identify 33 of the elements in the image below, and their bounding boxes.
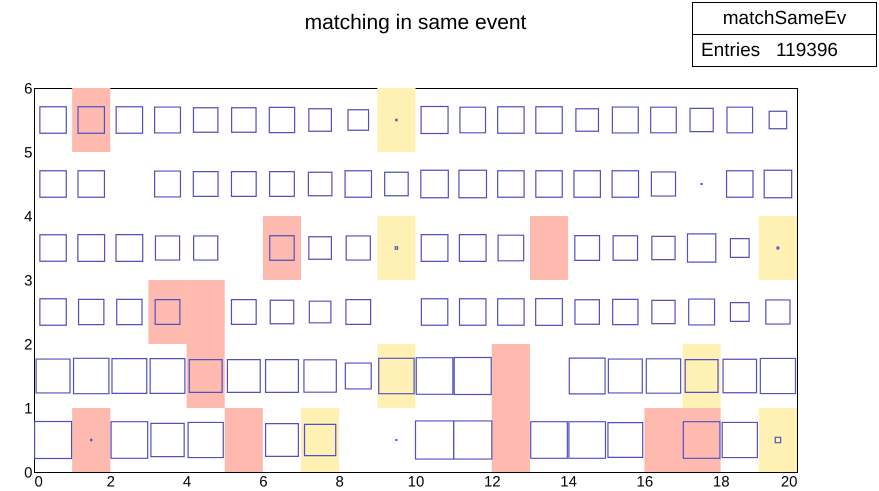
x-tick-label: 16 xyxy=(636,474,654,490)
bar xyxy=(72,408,110,472)
bar xyxy=(72,88,110,152)
x-tick-label: 14 xyxy=(560,474,577,490)
y-tick-label: 1 xyxy=(24,400,32,418)
bar xyxy=(758,216,797,280)
bar xyxy=(758,408,797,472)
y-tick-label: 5 xyxy=(24,144,32,162)
x-tick-label: 8 xyxy=(336,474,344,490)
y-tick-label: 6 xyxy=(24,80,32,98)
x-tick-label: 18 xyxy=(712,474,730,490)
x-tick-label: 0 xyxy=(34,474,43,490)
bar xyxy=(492,344,530,472)
bar xyxy=(224,408,263,472)
x-tick-label: 20 xyxy=(780,474,798,490)
x-tick-label: 6 xyxy=(259,474,268,490)
bar xyxy=(377,88,416,152)
y-tick-label: 4 xyxy=(24,208,32,226)
bar xyxy=(682,344,721,408)
text: matchSameEv xyxy=(722,7,848,31)
chart-title: matching in same event xyxy=(304,11,527,34)
bar xyxy=(377,344,416,408)
x-tick-label: 10 xyxy=(408,474,424,490)
y-tick-label: 2 xyxy=(24,336,32,354)
y-tick-label: 3 xyxy=(24,272,32,290)
bar xyxy=(301,408,340,472)
bar xyxy=(377,216,416,280)
x-tick-label: 12 xyxy=(484,474,501,490)
x-tick-label: 2 xyxy=(106,474,115,490)
text: Entries 119396 xyxy=(693,34,876,66)
x-tick-label: 4 xyxy=(182,474,192,490)
bar xyxy=(262,216,302,280)
bar xyxy=(530,216,568,280)
